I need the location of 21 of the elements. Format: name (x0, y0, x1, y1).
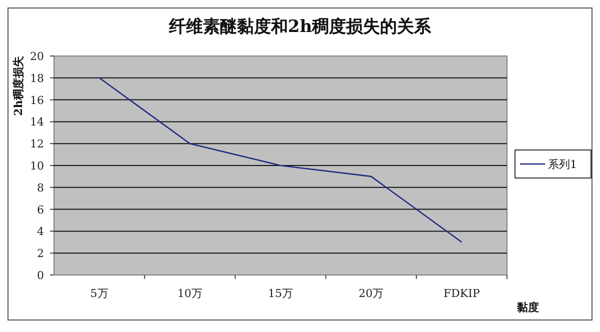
y-tick-label: 6 (37, 203, 44, 216)
y-tick-label: 8 (37, 181, 44, 194)
legend-label: 系列1 (548, 158, 577, 171)
y-tick-label: 12 (30, 138, 44, 151)
x-axis-title: 黏度 (516, 301, 539, 314)
y-tick-label: 18 (30, 72, 44, 85)
x-tick-label: 15万 (268, 287, 293, 300)
line-series (98, 77, 462, 243)
y-axis-title: 2h稠度损失 (12, 55, 25, 116)
y-tick-label: 0 (37, 269, 44, 282)
x-tick-label: 20万 (358, 287, 384, 300)
x-tick-label: FDKIP (443, 287, 481, 300)
chart-title: 纤维素醚黏度和2h稠度损失的关系 (168, 17, 432, 37)
y-tick-label: 2 (37, 247, 44, 260)
y-tick-label: 20 (30, 50, 44, 63)
y-tick-label: 16 (30, 94, 44, 107)
x-tick-label: 10万 (177, 287, 202, 300)
x-tick-label: 5万 (90, 287, 108, 300)
y-tick-label: 10 (30, 160, 44, 172)
y-tick-label: 14 (30, 116, 44, 129)
y-tick-label: 4 (37, 225, 44, 238)
